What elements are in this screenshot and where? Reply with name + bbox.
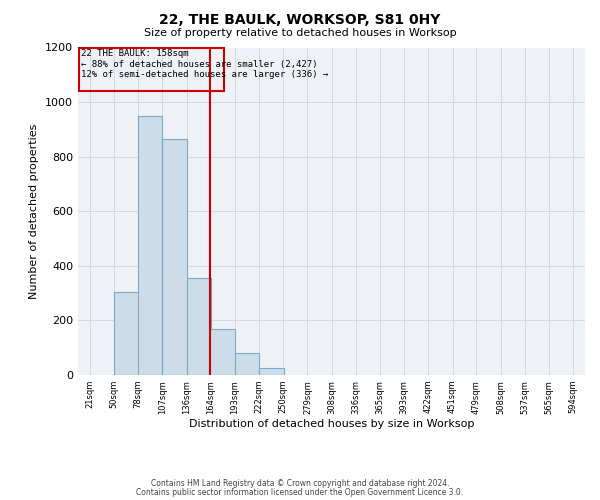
X-axis label: Distribution of detached houses by size in Worksop: Distribution of detached houses by size … [189, 420, 474, 430]
Bar [138, 116, 163, 375]
Bar [211, 328, 235, 375]
Y-axis label: Number of detached properties: Number of detached properties [29, 124, 40, 299]
Text: Contains public sector information licensed under the Open Government Licence 3.: Contains public sector information licen… [136, 488, 464, 497]
Bar [163, 139, 187, 375]
Bar [187, 278, 211, 375]
Bar [114, 292, 139, 375]
Bar [259, 368, 284, 375]
Bar [79, 48, 224, 91]
Text: 22 THE BAULK: 158sqm
← 88% of detached houses are smaller (2,427)
12% of semi-de: 22 THE BAULK: 158sqm ← 88% of detached h… [82, 50, 329, 79]
Bar [235, 353, 259, 375]
Text: Contains HM Land Registry data © Crown copyright and database right 2024.: Contains HM Land Registry data © Crown c… [151, 479, 449, 488]
Text: Size of property relative to detached houses in Worksop: Size of property relative to detached ho… [143, 28, 457, 38]
Text: 22, THE BAULK, WORKSOP, S81 0HY: 22, THE BAULK, WORKSOP, S81 0HY [160, 12, 440, 26]
